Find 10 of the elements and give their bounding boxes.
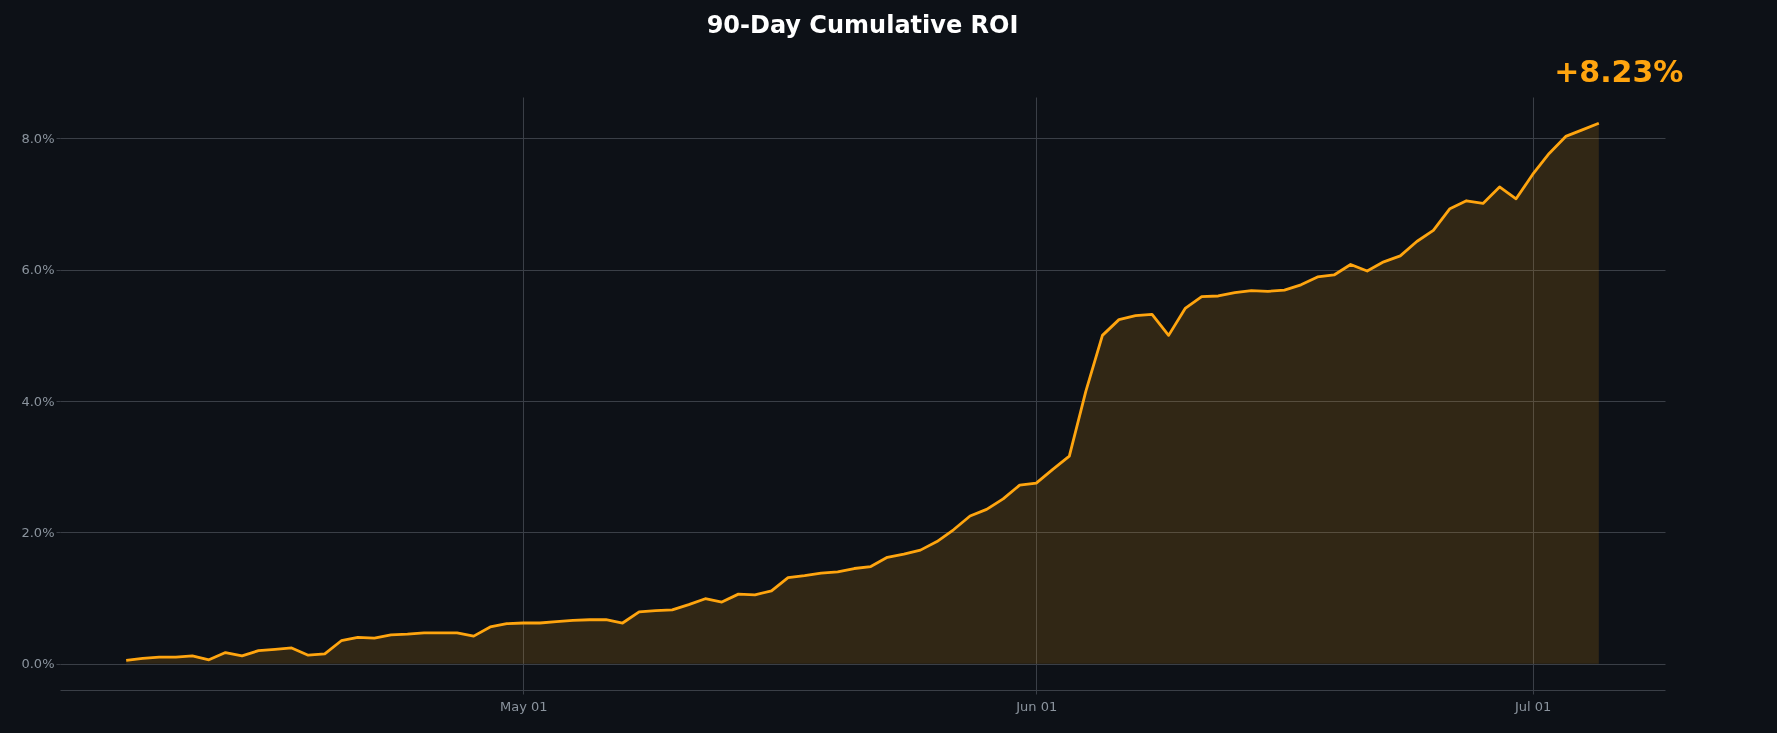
y-tick-label: 8.0% [21,130,55,146]
y-tick-label: 0.0% [21,656,55,672]
annotation: +8.23% [1554,54,1684,90]
chart-title: 90-Day Cumulative ROI [706,11,1019,40]
x-tick-label: Jul 01 [1513,698,1552,714]
y-tick-label: 6.0% [21,262,55,278]
y-tick-label: 4.0% [21,393,55,409]
x-tick-label: May 01 [500,698,548,714]
x-tick-label: Jun 01 [1015,698,1058,714]
y-tick-label: 2.0% [21,524,55,540]
